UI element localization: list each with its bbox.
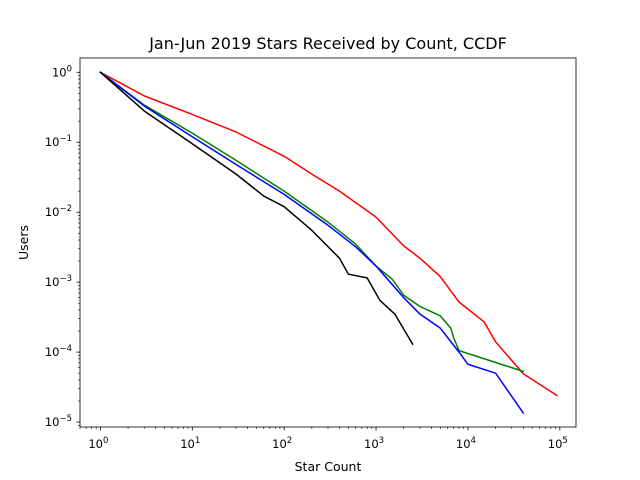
y-tick-label: 100 bbox=[52, 64, 72, 79]
series-line-2 bbox=[99, 71, 525, 373]
y-axis-label: Users bbox=[16, 225, 31, 260]
plot-area bbox=[79, 57, 577, 428]
x-tick-label: 101 bbox=[180, 436, 200, 451]
x-tick-label: 102 bbox=[272, 436, 292, 451]
x-tick-label: 104 bbox=[456, 436, 476, 451]
y-axis-ticks: 10−5 10−4 10−3 10−2 10−1 100 bbox=[45, 64, 80, 429]
series-line-1 bbox=[99, 71, 558, 397]
x-axis-label: Star Count bbox=[295, 459, 362, 474]
y-tick-label: 10−2 bbox=[45, 204, 72, 219]
x-tick-label: 105 bbox=[548, 436, 568, 451]
chart-title: Jan-Jun 2019 Stars Received by Count, CC… bbox=[148, 34, 507, 53]
y-tick-label: 10−3 bbox=[45, 274, 72, 289]
x-axis-ticks: 100 101 102 103 104 105 bbox=[79, 427, 568, 451]
y-tick-label: 10−1 bbox=[45, 134, 72, 149]
series-line-3 bbox=[99, 71, 525, 414]
y-tick-label: 10−4 bbox=[45, 344, 72, 359]
series-layer bbox=[99, 71, 558, 414]
x-tick-label: 100 bbox=[88, 436, 108, 451]
series-line-4 bbox=[99, 71, 414, 346]
plot-background bbox=[80, 58, 576, 427]
y-tick-label: 10−5 bbox=[45, 414, 72, 429]
x-tick-label: 103 bbox=[364, 436, 384, 451]
